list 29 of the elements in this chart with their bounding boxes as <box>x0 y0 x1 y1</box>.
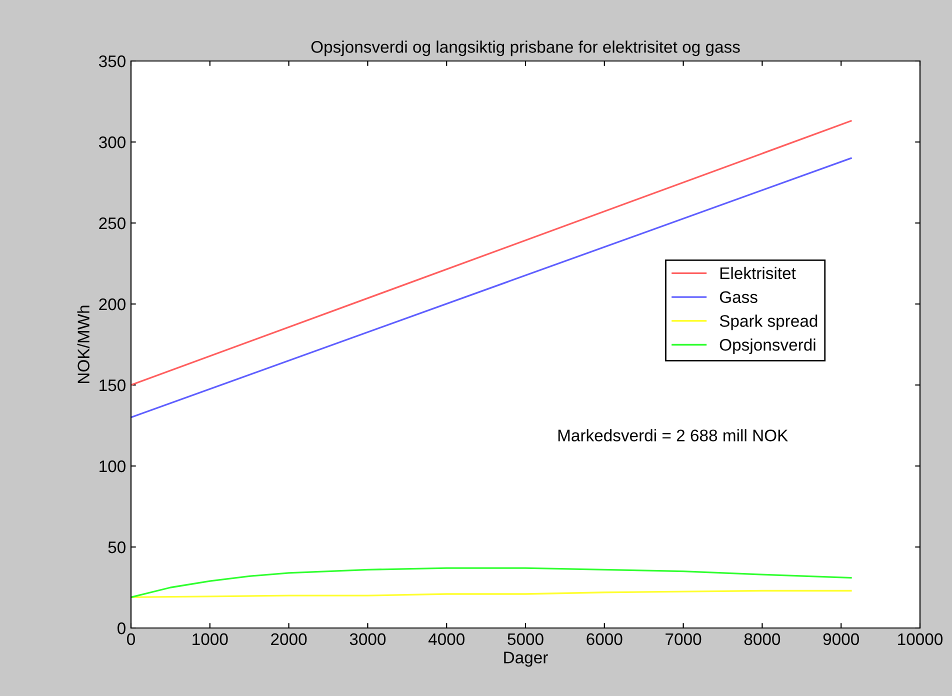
x-tick-label: 6000 <box>586 633 622 646</box>
x-tick-label: 3000 <box>350 633 386 646</box>
chart-title: Opsjonsverdi og langsiktig prisbane for elektrisitet og gass <box>311 40 740 56</box>
x-tick-label: 9000 <box>823 633 859 646</box>
annotation: Markedsverdi = 2 688 mill NOK <box>558 429 788 442</box>
x-tick-label: 2000 <box>271 633 307 646</box>
y-tick-label: 150 <box>100 379 126 392</box>
x-axis-title: Dager <box>504 652 548 667</box>
y-tick-label: 0 <box>118 622 126 634</box>
line-series <box>131 567 852 598</box>
line-series <box>131 590 852 598</box>
x-tick-label: 8000 <box>744 633 780 646</box>
y-axis-title: NOK/MWh <box>77 306 90 383</box>
x-tick-label: 7000 <box>666 633 702 646</box>
y-tick-label: 300 <box>98 136 126 148</box>
legend-label: Elektrisitet <box>720 266 796 280</box>
y-tick-label: 350 <box>98 55 126 68</box>
x-tick-label: 4000 <box>428 633 464 646</box>
y-tick-label: 50 <box>108 541 126 554</box>
y-tick-label: 100 <box>100 460 126 472</box>
y-tick-label: 250 <box>99 217 126 230</box>
legend-label: Gass <box>720 291 758 304</box>
x-tick-label: 0 <box>127 633 135 646</box>
x-tick-label: 10000 <box>898 633 943 646</box>
x-tick-label: 1000 <box>192 633 228 646</box>
x-tick-label: 5000 <box>508 633 544 646</box>
legend-label: Opsjonsverdi <box>720 338 816 354</box>
y-tick-label: 200 <box>99 298 126 310</box>
legend-label: Spark spread <box>720 314 818 330</box>
